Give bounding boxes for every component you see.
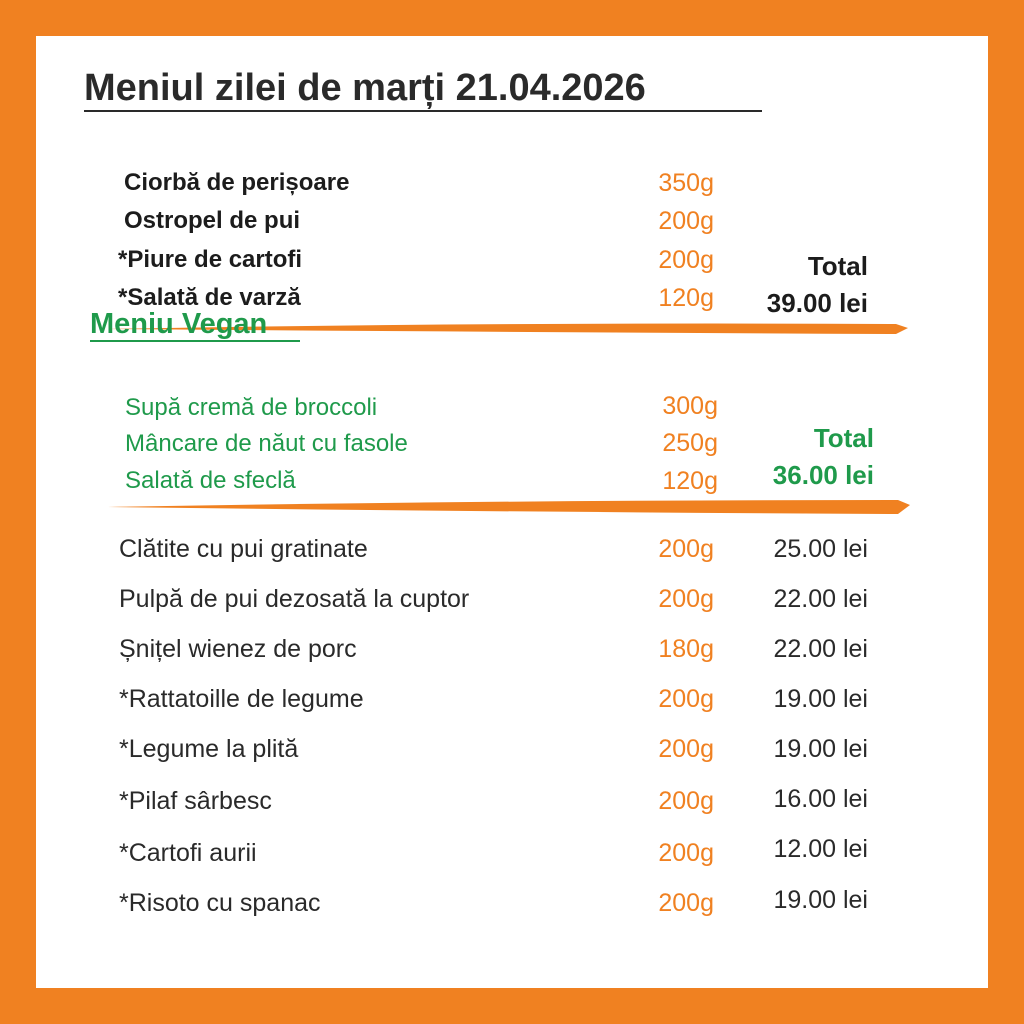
dish-name: Șnițel wienez de porc [119,635,357,663]
dish-weight: 200g [658,735,714,763]
dish-price: 22.00 lei [773,635,868,663]
vegan-menu-item-name: Salată de sfeclă [125,467,296,494]
dish-name: Clătite cu pui gratinate [119,535,368,563]
daily-menu-item-weight: 200g [658,207,714,235]
vegan-title-underline [90,340,300,342]
dish-name: Pulpă de pui dezosată la cuptor [119,585,470,613]
dish-price: 25.00 lei [773,535,868,563]
vegan-menu-total-label: Total [813,423,874,453]
vegan-menu-total-price: 36.00 lei [772,460,874,490]
vegan-menu-item-weight: 300g [662,392,718,420]
daily-menu-item-weight: 200g [658,246,714,274]
daily-menu-total-label: Total [807,251,868,281]
dish-weight: 200g [658,535,714,563]
dish-weight: 200g [658,685,714,713]
section-divider [108,500,910,514]
daily-menu-item-name: Ciorbă de perișoare [124,169,350,196]
daily-menu-item-name: Ostropel de pui [124,207,301,234]
dish-name: *Cartofi aurii [119,839,257,867]
dish-price: 16.00 lei [773,785,868,813]
dish-name: *Rattatoille de legume [119,685,364,713]
dish-weight: 200g [658,839,714,867]
dish-price: 19.00 lei [773,685,868,713]
dish-weight: 200g [658,787,714,815]
daily-menu-item-weight: 120g [658,284,714,312]
vegan-menu-item-weight: 250g [662,429,718,457]
daily-menu-item-weight: 350g [658,169,714,197]
dish-price: 12.00 lei [773,835,868,863]
daily-menu-item-name: *Salată de varză [118,284,301,311]
section-divider [108,323,908,334]
dish-weight: 200g [658,585,714,613]
dish-price: 19.00 lei [773,735,868,763]
daily-menu-total-price: 39.00 lei [766,288,868,318]
vegan-menu-item-name: Mâncare de năut cu fasole [125,430,408,457]
page-title: Meniul zilei de marți 21.04.2026 [84,67,646,109]
dish-name: *Legume la plită [119,735,299,763]
dish-price: 19.00 lei [773,886,868,914]
vegan-menu-item-weight: 120g [662,467,718,495]
daily-menu-item-name: *Piure de cartofi [118,246,303,273]
dish-name: *Risoto cu spanac [119,889,321,917]
dish-price: 22.00 lei [773,585,868,613]
title-underline [84,110,762,112]
dish-name: *Pilaf sârbesc [119,787,272,815]
vegan-menu-title: Meniu Vegan [90,308,268,340]
dish-weight: 180g [658,635,714,663]
vegan-menu-item-name: Supă cremă de broccoli [125,394,378,421]
dish-weight: 200g [658,889,714,917]
